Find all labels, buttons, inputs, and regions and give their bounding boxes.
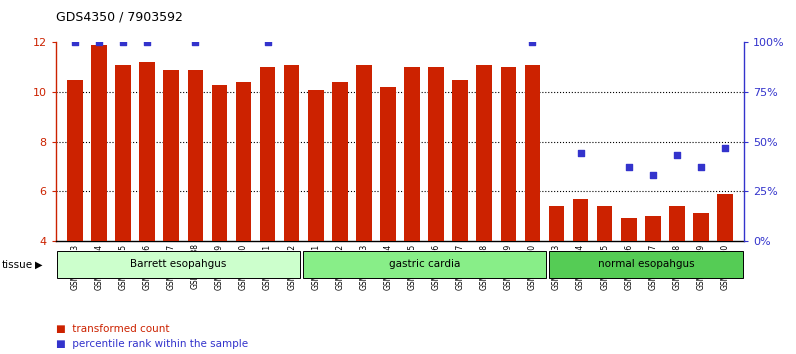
Bar (212, 85, 227, 241)
Point (68, 40, 81, 45)
Text: GDS4350 / 7903592: GDS4350 / 7903592 (56, 11, 182, 24)
Text: gastric cardia: gastric cardia (389, 259, 460, 269)
Text: tissue: tissue (2, 259, 33, 270)
Text: ■  percentile rank within the sample: ■ percentile rank within the sample (56, 339, 248, 349)
Text: Barrett esopahgus: Barrett esopahgus (131, 259, 227, 269)
Bar (548, 206, 564, 241)
Bar (717, 194, 733, 241)
Bar (302, 251, 546, 278)
Text: ■  transformed count: ■ transformed count (56, 324, 170, 333)
Bar (332, 82, 348, 241)
Point (189, 40, 201, 45)
Point (670, 153, 683, 158)
Bar (597, 206, 612, 241)
Bar (477, 65, 492, 241)
Bar (188, 70, 203, 241)
Text: ▶: ▶ (35, 259, 42, 270)
Point (526, 40, 539, 45)
Bar (693, 213, 708, 241)
Point (92, 40, 105, 45)
Bar (57, 251, 300, 278)
Point (695, 165, 708, 170)
Text: normal esopahgus: normal esopahgus (598, 259, 694, 269)
Bar (669, 206, 685, 241)
Bar (380, 87, 396, 241)
Bar (284, 65, 299, 241)
Point (622, 165, 635, 170)
Bar (404, 67, 419, 241)
Point (117, 40, 130, 45)
Point (719, 145, 732, 150)
Bar (573, 199, 588, 241)
Bar (67, 80, 83, 241)
Bar (163, 70, 179, 241)
Bar (452, 80, 468, 241)
Bar (236, 82, 252, 241)
Bar (428, 67, 444, 241)
Point (261, 40, 274, 45)
Bar (525, 65, 540, 241)
Bar (139, 62, 155, 241)
Point (646, 172, 659, 178)
Bar (115, 65, 131, 241)
Point (574, 151, 587, 156)
Bar (548, 251, 743, 278)
Bar (308, 90, 323, 241)
Bar (259, 67, 275, 241)
Bar (501, 67, 516, 241)
Bar (92, 45, 107, 241)
Point (141, 40, 154, 45)
Bar (621, 218, 637, 241)
Bar (356, 65, 372, 241)
Bar (645, 216, 661, 241)
